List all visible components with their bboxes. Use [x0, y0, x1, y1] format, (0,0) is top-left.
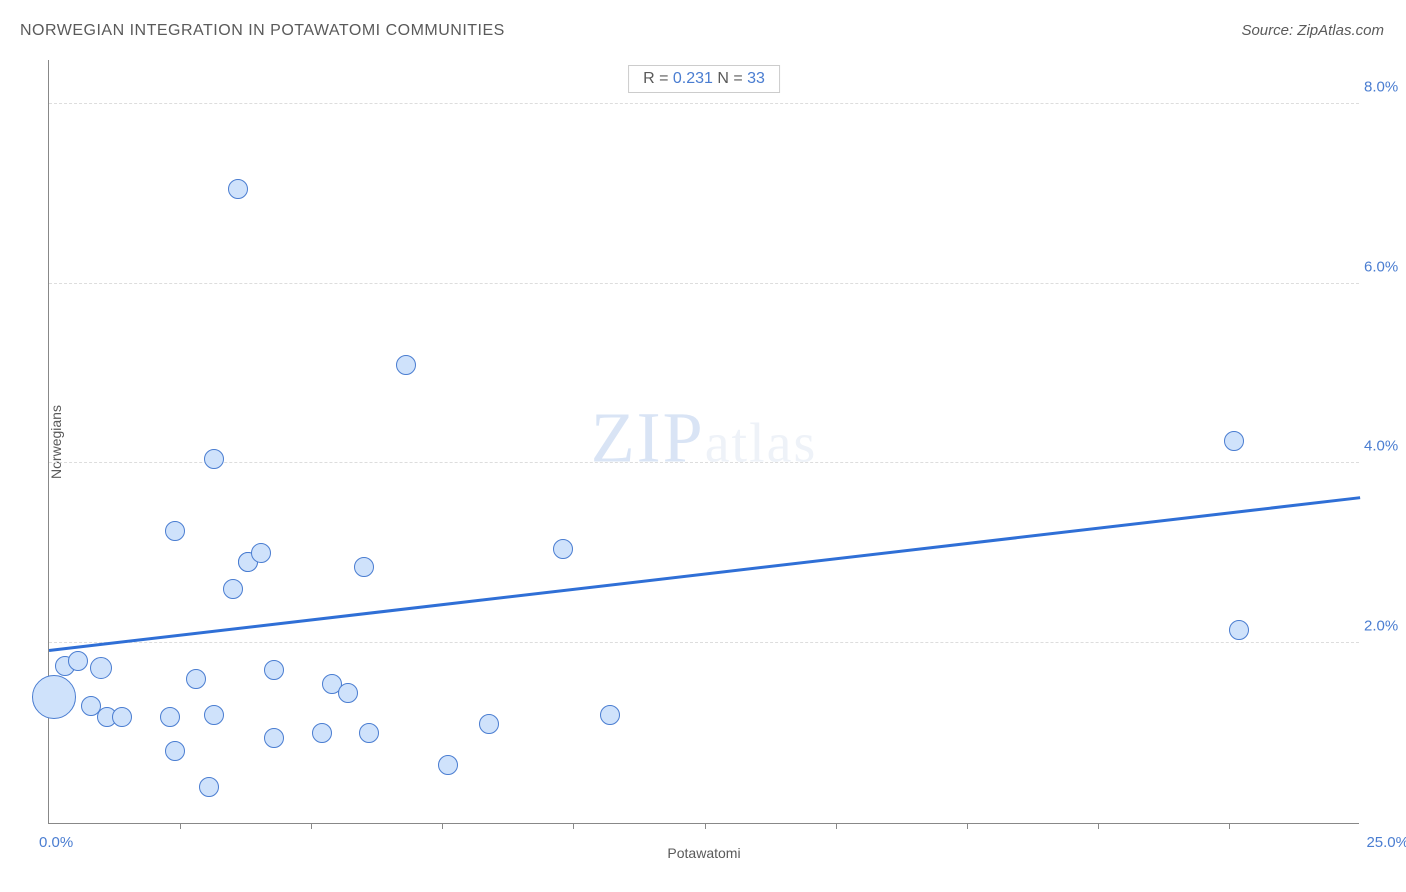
scatter-point [223, 579, 243, 599]
scatter-point [438, 755, 458, 775]
x-tick [442, 823, 443, 829]
scatter-point [264, 660, 284, 680]
scatter-point [251, 543, 271, 563]
x-min-label: 0.0% [39, 834, 73, 851]
gridline [49, 462, 1359, 463]
y-tick-label: 6.0% [1364, 258, 1406, 275]
scatter-point [359, 723, 379, 743]
scatter-point [312, 723, 332, 743]
scatter-point [1229, 620, 1249, 640]
x-tick [967, 823, 968, 829]
scatter-point [90, 657, 112, 679]
scatter-point [204, 449, 224, 469]
x-tick [311, 823, 312, 829]
scatter-point [160, 707, 180, 727]
scatter-point [204, 705, 224, 725]
x-tick [180, 823, 181, 829]
source-label: Source: ZipAtlas.com [1241, 22, 1384, 39]
chart-area: ZIPatlas R = 0.231 N = 33 Norwegians Pot… [48, 60, 1359, 824]
scatter-point [228, 179, 248, 199]
x-tick [705, 823, 706, 829]
x-max-label: 25.0% [1366, 834, 1406, 851]
scatter-point [112, 707, 132, 727]
watermark-zip: ZIP [591, 397, 705, 477]
x-tick [573, 823, 574, 829]
scatter-point [1224, 431, 1244, 451]
gridline [49, 103, 1359, 104]
gridline [49, 283, 1359, 284]
gridline [49, 642, 1359, 643]
scatter-point [338, 683, 358, 703]
scatter-point [165, 741, 185, 761]
r-value: 0.231 [673, 70, 713, 87]
scatter-point [354, 557, 374, 577]
scatter-point [396, 355, 416, 375]
scatter-point [165, 521, 185, 541]
y-tick-label: 2.0% [1364, 618, 1406, 635]
y-tick-label: 8.0% [1364, 78, 1406, 95]
x-tick [1098, 823, 1099, 829]
y-axis-label: Norwegians [48, 405, 64, 479]
stats-box: R = 0.231 N = 33 [628, 65, 780, 93]
n-label: N = [713, 70, 747, 87]
scatter-point [600, 705, 620, 725]
scatter-point [199, 777, 219, 797]
scatter-point [479, 714, 499, 734]
watermark: ZIPatlas [591, 396, 818, 479]
watermark-atlas: atlas [705, 412, 818, 474]
x-tick [836, 823, 837, 829]
scatter-point [264, 728, 284, 748]
chart-container: NORWEGIAN INTEGRATION IN POTAWATOMI COMM… [0, 0, 1406, 892]
x-tick [1229, 823, 1230, 829]
trendline [49, 496, 1360, 652]
x-axis-label: Potawatomi [667, 845, 740, 861]
scatter-point [68, 651, 88, 671]
r-label: R = [643, 70, 673, 87]
scatter-point [186, 669, 206, 689]
scatter-point [32, 675, 76, 719]
scatter-point [553, 539, 573, 559]
n-value: 33 [747, 70, 765, 87]
y-tick-label: 4.0% [1364, 438, 1406, 455]
chart-title: NORWEGIAN INTEGRATION IN POTAWATOMI COMM… [20, 22, 505, 40]
